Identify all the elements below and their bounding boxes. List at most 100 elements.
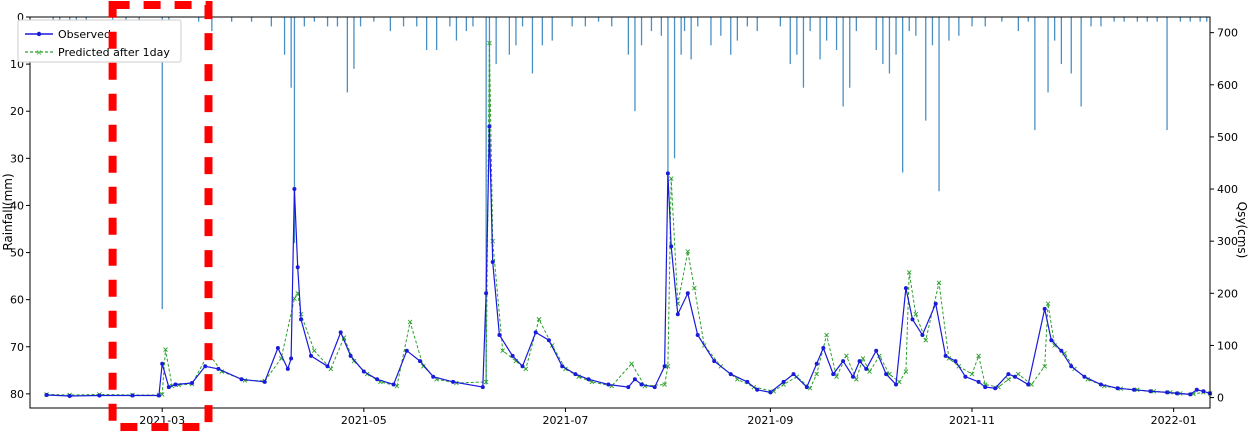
- data-point: [309, 353, 313, 358]
- rainfall-bar: [888, 17, 891, 74]
- data-point: [669, 244, 674, 249]
- rainfall-bar: [802, 17, 805, 88]
- rainfall-bar: [697, 17, 699, 27]
- rainfall-bar: [270, 17, 272, 27]
- rainfall-bar: [426, 17, 428, 50]
- data-point: [487, 124, 492, 129]
- data-point: [533, 330, 538, 335]
- data-point: [451, 379, 456, 384]
- rainfall-bar: [640, 17, 643, 46]
- right-tick-label: 0: [1217, 392, 1224, 405]
- rainfall-bar: [313, 17, 315, 22]
- right-tick-label: 400: [1217, 183, 1238, 196]
- rainfall-bar: [1100, 17, 1102, 27]
- data-point: [1174, 391, 1179, 396]
- rainfall-bar: [303, 17, 305, 27]
- data-point: [431, 374, 436, 379]
- right-tick-label: 100: [1217, 339, 1238, 352]
- rainfall-bar: [796, 17, 798, 55]
- rainfall-bar: [746, 17, 748, 27]
- data-point: [896, 379, 902, 385]
- data-point: [953, 359, 958, 364]
- data-point: [289, 356, 294, 361]
- rainfall-bar: [660, 17, 662, 36]
- data-point: [160, 361, 165, 366]
- rainfall-bar: [541, 17, 543, 46]
- rainfall-bar: [455, 17, 458, 41]
- left-tick-label: 50: [10, 247, 24, 260]
- rainfall-bar: [250, 17, 253, 22]
- rainfall-bar: [971, 17, 973, 27]
- data-point: [639, 382, 644, 387]
- left-tick-label: 0: [17, 11, 24, 24]
- rainfall-bar: [584, 17, 586, 27]
- rainfall-bar: [138, 17, 140, 22]
- right-tick-label: 700: [1217, 27, 1238, 40]
- data-point: [943, 353, 948, 358]
- data-point: [130, 393, 135, 398]
- right-axis-title: Qsy(cms): [1235, 202, 1248, 259]
- rainfall-bar: [1001, 17, 1003, 22]
- data-point: [963, 374, 968, 379]
- rainfall-bar: [346, 17, 348, 93]
- data-point: [1098, 382, 1103, 387]
- rainfall-bar: [1060, 17, 1062, 65]
- rainfall-bar: [1199, 17, 1201, 22]
- data-point: [44, 393, 49, 397]
- data-point: [1026, 382, 1031, 387]
- data-point: [969, 371, 975, 377]
- rainfall-bar: [1156, 17, 1158, 22]
- data-point: [860, 356, 866, 361]
- rainfall-bar: [488, 17, 491, 159]
- series-line: [46, 43, 1211, 396]
- data-point: [884, 372, 889, 377]
- data-point: [867, 369, 872, 374]
- data-point: [586, 377, 591, 382]
- data-point: [933, 301, 938, 306]
- rainfall-bar: [373, 17, 375, 22]
- data-point: [976, 353, 981, 359]
- rainfall-bar: [730, 17, 732, 55]
- left-tick-label: 30: [10, 152, 24, 165]
- data-point: [834, 374, 839, 380]
- left-tick-label: 40: [10, 199, 24, 212]
- rainfall-bar: [416, 17, 418, 27]
- data-point: [418, 359, 422, 364]
- rainfall-bar: [85, 17, 87, 22]
- data-point: [1059, 348, 1064, 353]
- data-point: [804, 385, 809, 390]
- x-axis-ticks: 2021-03 2021-05 2021-07 2021-09 2021-11 2022-…: [139, 408, 1197, 427]
- rainfall-bar: [1027, 17, 1029, 22]
- data-point: [513, 358, 519, 364]
- rainfall-bar: [1090, 17, 1092, 27]
- rainfall-bar: [211, 17, 213, 32]
- rainfall-bar: [673, 17, 676, 159]
- data-point: [857, 359, 862, 364]
- data-point: [510, 353, 515, 358]
- data-point: [685, 249, 691, 254]
- data-point: [814, 361, 819, 366]
- data-point: [484, 291, 489, 296]
- data-point: [1148, 389, 1153, 394]
- rainfall-bar: [198, 17, 200, 22]
- data-point: [421, 363, 426, 369]
- rainfall-bar: [359, 17, 362, 27]
- rainfall-bar: [1070, 17, 1072, 74]
- data-point: [292, 187, 297, 191]
- data-point: [67, 394, 72, 398]
- rainfall-bar: [908, 17, 910, 32]
- rainfall-bar: [1166, 17, 1168, 131]
- rainfall-bar: [835, 17, 838, 50]
- rainfall-bar: [326, 17, 329, 27]
- data-point: [923, 337, 929, 343]
- rainfall-bar: [690, 17, 692, 60]
- data-point: [1013, 374, 1017, 379]
- data-point: [163, 347, 168, 352]
- data-point: [626, 385, 631, 390]
- rainfall-bar: [293, 17, 296, 244]
- legend-predicted-marker: ×: [36, 48, 43, 57]
- data-point: [629, 361, 634, 367]
- data-point: [936, 280, 942, 286]
- rainfall-bar: [125, 17, 127, 22]
- rainfall-bar: [1206, 17, 1208, 22]
